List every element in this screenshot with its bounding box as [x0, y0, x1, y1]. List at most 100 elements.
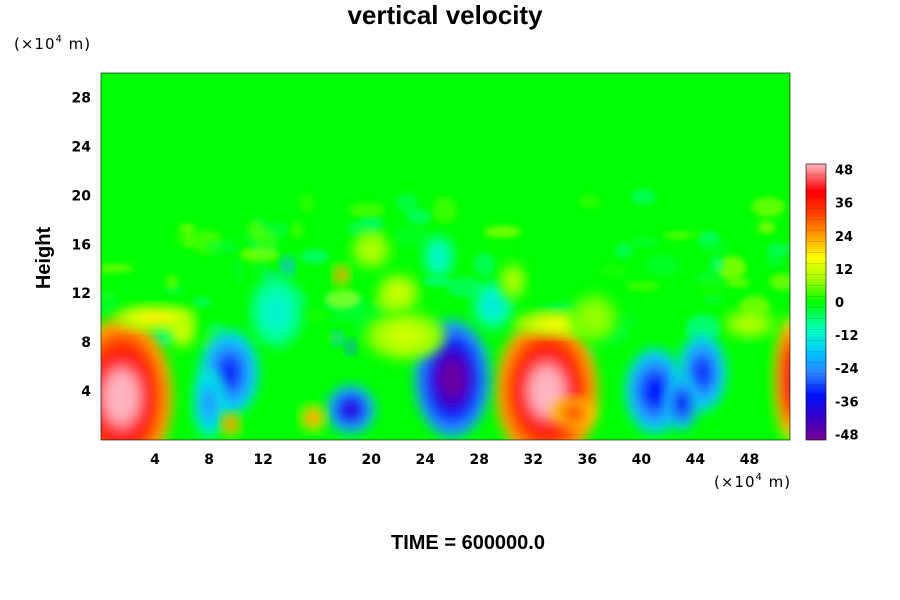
colorbar-tick-label: 24 [835, 230, 853, 245]
turbulence-cell [757, 220, 776, 234]
colorbar-lines [806, 163, 826, 441]
turbulence-cell [579, 194, 600, 209]
turbulence-cell [709, 255, 725, 273]
velocity-contour [391, 286, 406, 300]
velocity-cell [350, 232, 392, 269]
plot-area [101, 73, 790, 440]
turbulence-cell [766, 242, 785, 269]
velocity-contour [544, 319, 577, 328]
turbulence-cell [107, 271, 135, 280]
velocity-features [101, 232, 790, 440]
x-tick-label: 4 [150, 452, 160, 468]
turbulence-cell [769, 273, 790, 291]
x-tick-label: 24 [415, 452, 435, 468]
turbulence-cell [698, 239, 732, 256]
y-tick-label: 12 [72, 286, 91, 302]
velocity-cell [101, 317, 173, 440]
colorbar-tick-label: -24 [835, 362, 859, 377]
velocity-cell [376, 273, 420, 313]
velocity-cell [192, 369, 226, 438]
x-tick-label: 12 [253, 452, 272, 468]
colorbar [805, 163, 827, 441]
x-tick-label: 16 [307, 452, 326, 468]
velocity-cell [422, 234, 455, 279]
turbulence-cell [746, 221, 760, 233]
turbulence-cell [233, 257, 245, 284]
y-axis-unit: (×104 m) [14, 34, 91, 53]
velocity-contour [508, 274, 518, 288]
colorbar-tick-label: -48 [835, 429, 859, 444]
velocity-contour [309, 413, 318, 423]
turbulence-cell [645, 254, 680, 277]
turbulence-cell [704, 295, 722, 304]
velocity-cell [499, 262, 527, 300]
velocity-contour [203, 391, 215, 415]
velocity-contour [227, 420, 234, 428]
turbulence-cell [255, 227, 278, 252]
velocity-contour [219, 358, 240, 388]
turbulence-cell [395, 193, 419, 212]
x-tick-label: 48 [740, 452, 759, 468]
turbulence-cell [101, 290, 120, 318]
y-tick-label: 24 [72, 139, 92, 155]
velocity-contour [645, 376, 665, 406]
turbulence-cell [299, 249, 330, 264]
velocity-contour [335, 336, 340, 341]
turbulence-cell [598, 263, 628, 278]
turbulence-cell [473, 252, 496, 276]
turbulence-cell [290, 221, 304, 239]
velocity-contour [439, 359, 465, 399]
velocity-cell [495, 317, 599, 440]
turbulence-cell [726, 278, 750, 288]
velocity-contour [285, 263, 290, 270]
y-tick-label: 20 [72, 188, 92, 204]
turbulence-cell [129, 223, 157, 249]
velocity-cell [332, 331, 343, 346]
velocity-cell [114, 305, 196, 330]
turbulence-cell [695, 276, 728, 300]
velocity-cell [773, 317, 790, 440]
turbulence-cell [422, 276, 452, 286]
plot-frame [100, 72, 791, 441]
turbulence-cell [631, 236, 660, 247]
velocity-contour [784, 358, 790, 400]
turbulence-cell [280, 347, 313, 362]
turbulence-cell [483, 225, 522, 238]
turbulence-cell [615, 242, 633, 259]
velocity-cell [364, 311, 446, 361]
y-tick-label: 8 [81, 335, 91, 351]
velocity-cell [472, 280, 514, 330]
velocity-contour [267, 299, 286, 324]
turbulence-cell [669, 276, 688, 289]
turbulence-cell [348, 202, 386, 218]
colorbar-tick-label: 0 [835, 296, 844, 311]
colorbar-tick-label: 48 [835, 164, 853, 179]
velocity-contour [349, 344, 353, 350]
y-axis-label: Height [33, 227, 55, 290]
turbulence-cell [239, 247, 279, 262]
velocity-contour [740, 318, 759, 329]
velocity-cell [326, 384, 376, 434]
colorbar-tick-label: 36 [835, 197, 853, 212]
turbulence-cell [662, 231, 691, 240]
velocity-contour [364, 244, 379, 257]
turbulence-cell [625, 281, 660, 291]
velocity-cell [249, 274, 304, 349]
velocity-contour [342, 401, 359, 418]
velocity-cell [221, 413, 241, 436]
turbulence-cell [392, 226, 432, 248]
chart-title: vertical velocity [347, 0, 543, 30]
colorbar-tick-label: 12 [835, 263, 853, 278]
y-tick-label: 28 [72, 91, 91, 107]
velocity-contour [338, 271, 345, 279]
turbulence-cell [177, 224, 197, 233]
x-tick-label: 44 [686, 452, 706, 468]
x-tick-label: 20 [361, 452, 381, 468]
y-ticks: 4 8 12 16 20 24 28 [72, 91, 92, 401]
velocity-cell [665, 376, 699, 431]
velocity-contour [104, 370, 139, 424]
velocity-contour [391, 327, 419, 345]
velocity-cell [552, 398, 596, 428]
turbulence-cell [631, 188, 656, 205]
